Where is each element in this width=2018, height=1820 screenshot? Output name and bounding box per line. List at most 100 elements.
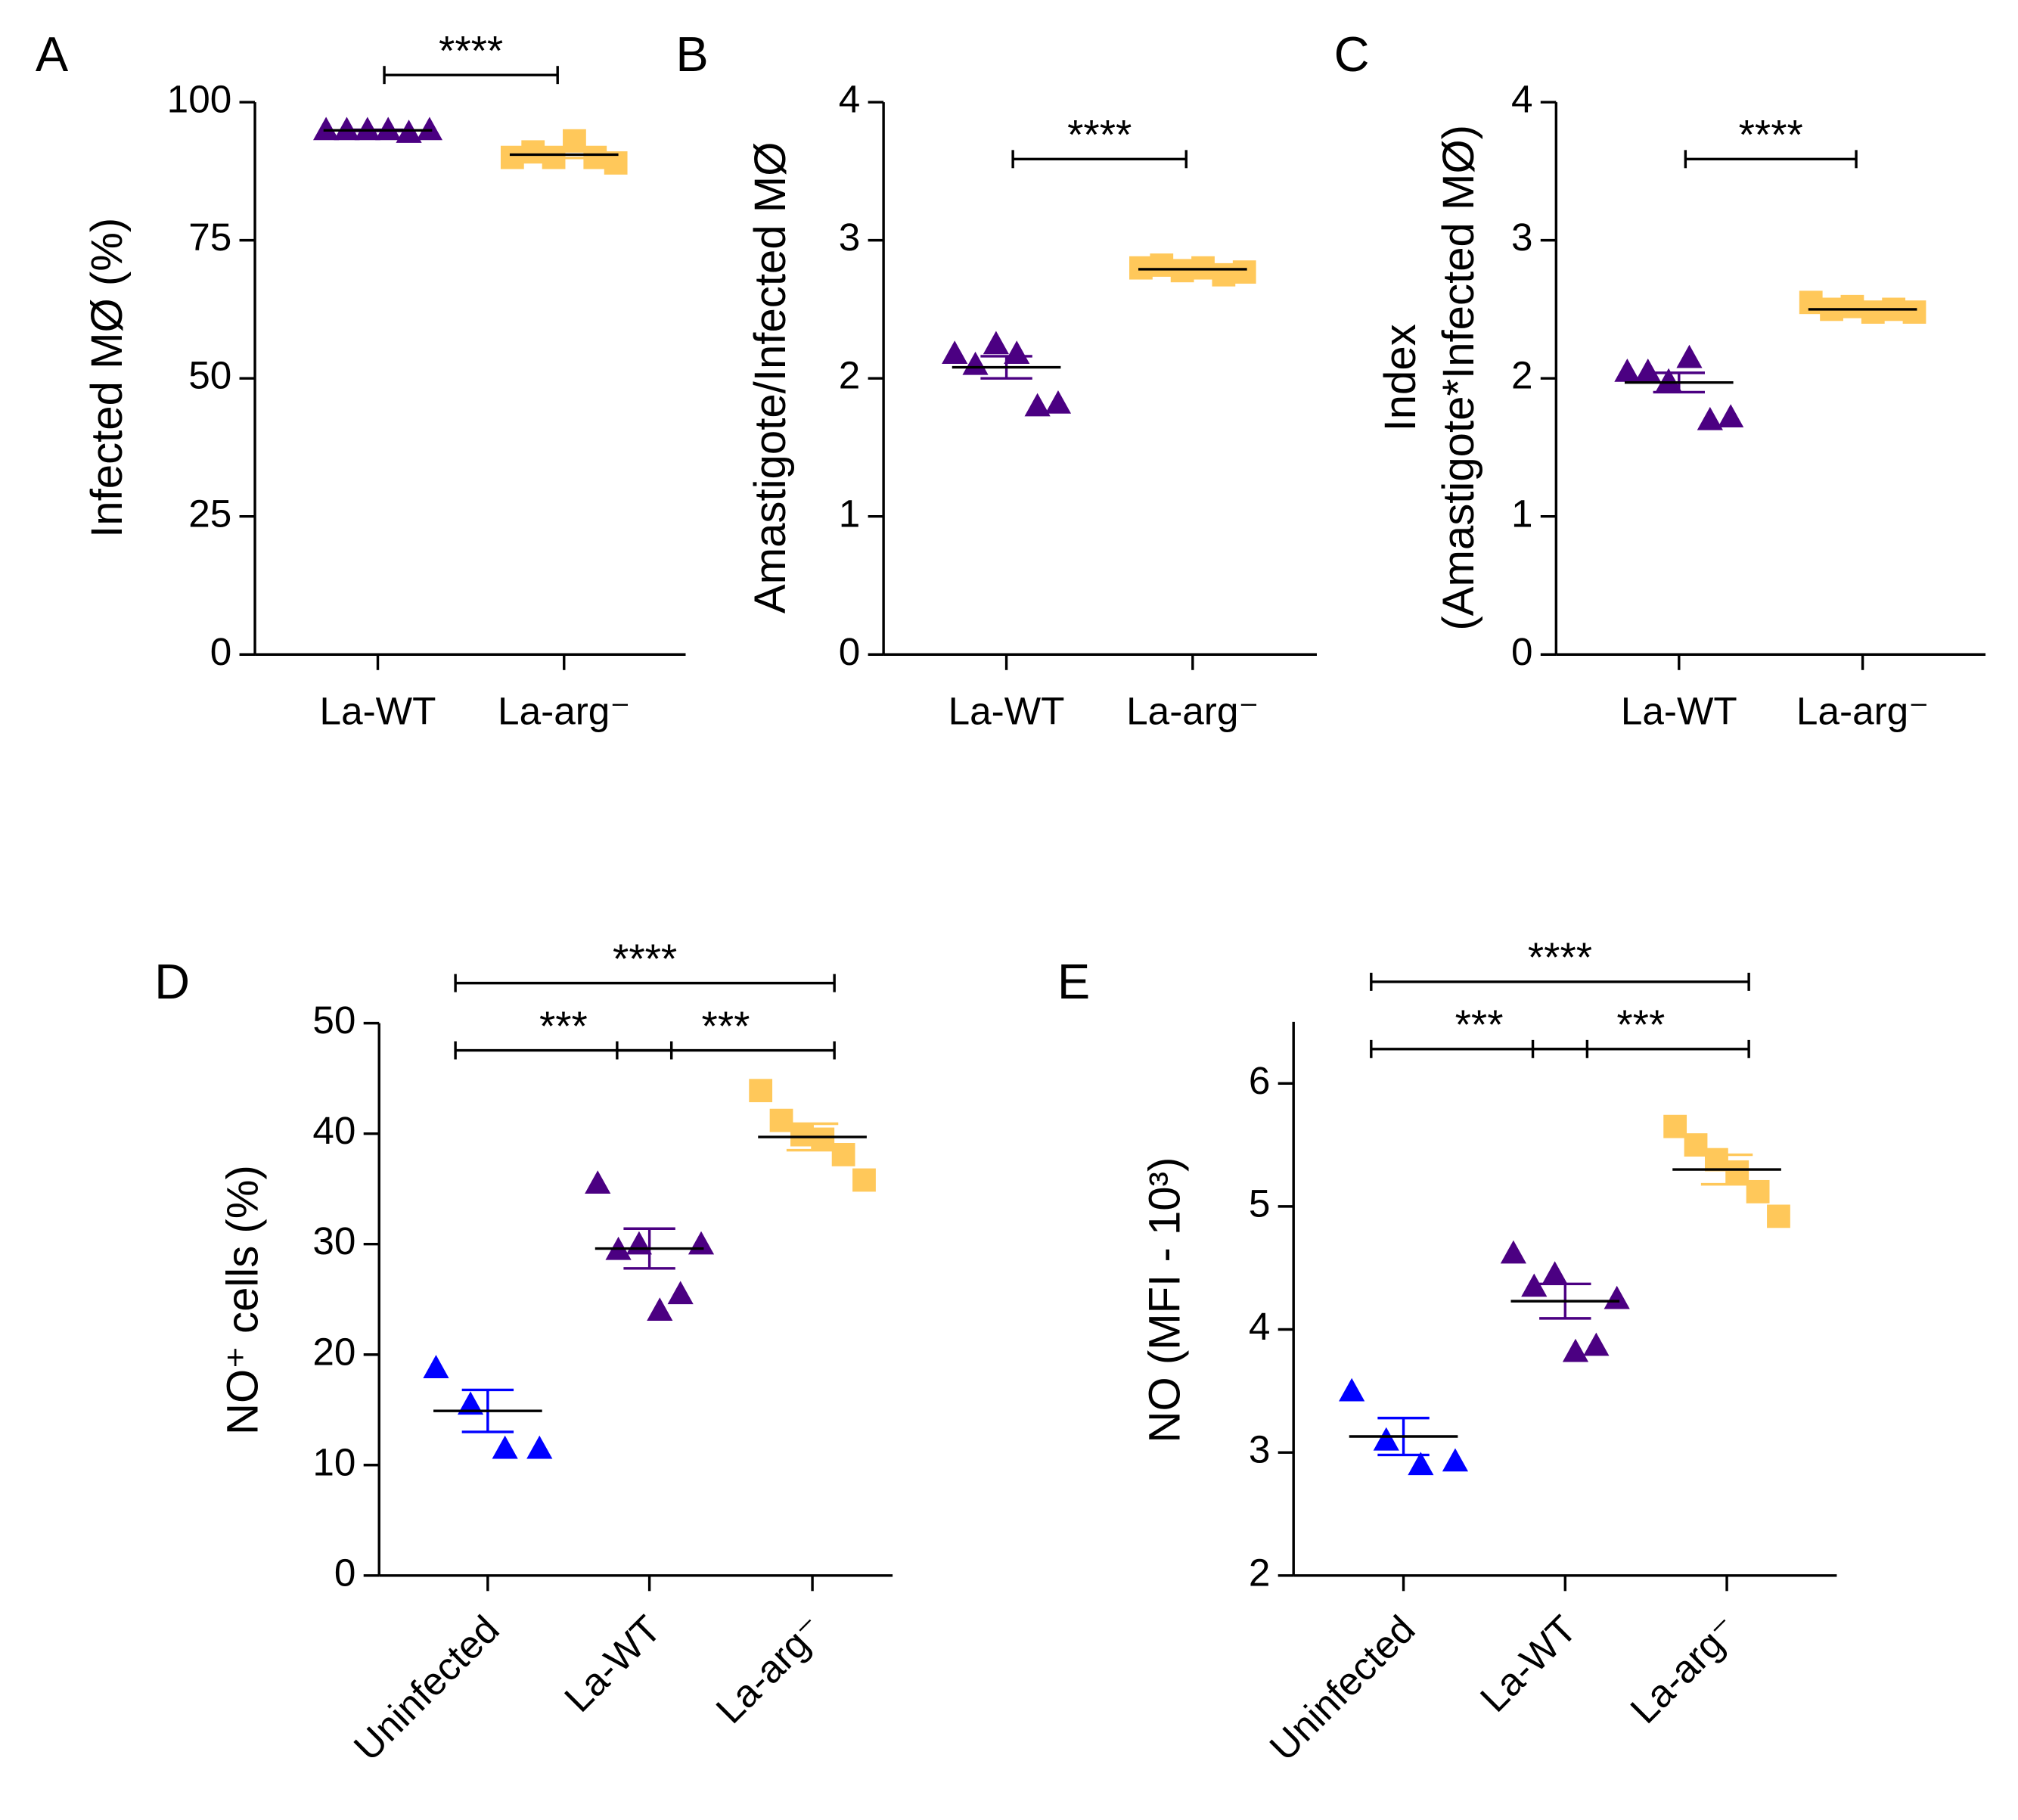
- x-tick-label: Uninfected: [346, 1607, 508, 1769]
- panel-letter: E: [1057, 954, 1090, 1009]
- data-point: [457, 1391, 484, 1415]
- data-point: [667, 1281, 694, 1305]
- x-tick-label: La-arg⁻: [708, 1607, 832, 1731]
- data-point: [1697, 406, 1723, 430]
- y-tick-label: 2: [839, 354, 861, 397]
- significance-label: ***: [1455, 1001, 1504, 1048]
- x-tick-label: La-WT: [556, 1607, 669, 1720]
- x-tick-label: La-WT: [1621, 689, 1737, 732]
- significance-label: ***: [539, 1002, 588, 1049]
- x-tick-label: La-arg⁻: [1796, 689, 1929, 732]
- y-tick-label: 30: [312, 1219, 355, 1263]
- data-point: [1583, 1332, 1610, 1356]
- data-point: [1408, 1452, 1434, 1476]
- data-point: [1676, 344, 1703, 368]
- data-point: [1767, 1204, 1790, 1228]
- significance-label: ****: [439, 27, 503, 74]
- x-tick-label: La-WT: [320, 689, 436, 732]
- data-point: [1004, 340, 1030, 365]
- data-point: [1442, 1448, 1469, 1472]
- data-point: [790, 1123, 814, 1147]
- data-point: [585, 1170, 611, 1194]
- data-point: [1129, 256, 1153, 280]
- data-point: [1541, 1261, 1568, 1285]
- data-point: [1635, 358, 1661, 382]
- data-point: [416, 116, 443, 141]
- x-tick-label: La-arg⁻: [1126, 689, 1259, 732]
- data-point: [1604, 1285, 1630, 1309]
- data-point: [500, 145, 524, 169]
- y-tick-label: 6: [1249, 1059, 1271, 1102]
- y-tick-label: 50: [312, 999, 355, 1042]
- panel-letter: B: [675, 26, 708, 82]
- y-tick-label: 2: [1249, 1551, 1271, 1594]
- y-tick-label: 40: [312, 1109, 355, 1152]
- data-point: [1150, 253, 1174, 277]
- data-point: [1902, 300, 1926, 324]
- data-point: [983, 331, 1009, 355]
- y-tick-label: 4: [1511, 78, 1533, 121]
- data-point: [1663, 1114, 1687, 1138]
- data-point: [831, 1143, 855, 1166]
- data-point: [563, 129, 586, 153]
- data-point: [1704, 1148, 1728, 1172]
- y-tick-label: 1: [839, 492, 861, 535]
- data-point: [1861, 300, 1885, 324]
- x-tick-label: Uninfected: [1262, 1607, 1423, 1769]
- y-tick-label: 20: [312, 1330, 355, 1373]
- data-point: [423, 1355, 449, 1378]
- panel-letter: C: [1334, 26, 1370, 82]
- y-tick-label: 10: [312, 1440, 355, 1483]
- data-point: [1840, 294, 1864, 318]
- data-point: [811, 1127, 835, 1151]
- y-tick-label: 50: [188, 354, 231, 397]
- x-tick-label: La-arg⁻: [498, 689, 630, 732]
- y-axis-label: Amastigote/Infected MØ: [746, 142, 795, 614]
- significance-label: ***: [702, 1002, 750, 1049]
- y-tick-label: 0: [334, 1551, 356, 1594]
- y-tick-label: 3: [1249, 1428, 1271, 1471]
- y-tick-label: 0: [210, 630, 232, 673]
- y-tick-label: 2: [1511, 354, 1533, 397]
- data-point: [852, 1168, 876, 1192]
- y-axis-label: Index: [1376, 324, 1425, 431]
- y-tick-label: 3: [1511, 216, 1533, 259]
- y-tick-label: 1: [1511, 492, 1533, 535]
- data-point: [1232, 260, 1256, 284]
- data-point: [1373, 1427, 1399, 1451]
- x-tick-label: La-arg⁻: [1622, 1607, 1746, 1731]
- data-point: [962, 351, 989, 375]
- data-point: [1718, 404, 1744, 427]
- x-tick-label: La-WT: [948, 689, 1065, 732]
- data-point: [526, 1435, 553, 1459]
- data-point: [1339, 1377, 1365, 1402]
- y-tick-label: 75: [188, 216, 231, 259]
- y-tick-label: 4: [1249, 1305, 1271, 1348]
- data-point: [334, 116, 360, 141]
- data-point: [1045, 390, 1072, 414]
- y-tick-label: 100: [167, 78, 232, 121]
- data-point: [1656, 368, 1682, 392]
- data-point: [1521, 1273, 1548, 1297]
- data-point: [1614, 358, 1641, 382]
- data-point: [749, 1079, 773, 1103]
- x-tick-label: La-WT: [1472, 1607, 1585, 1720]
- y-axis-label: NO (MFI - 10³): [1141, 1157, 1190, 1443]
- y-axis-label: NO⁺ cells (%): [218, 1165, 267, 1435]
- data-point: [942, 340, 968, 365]
- y-tick-label: 5: [1249, 1182, 1271, 1225]
- data-point: [769, 1108, 793, 1132]
- y-tick-label: 0: [839, 630, 861, 673]
- panel-letter: D: [154, 954, 190, 1009]
- data-point: [1684, 1133, 1708, 1157]
- y-axis-label: Infected MØ (%): [82, 218, 132, 538]
- significance-label: ****: [1067, 111, 1132, 158]
- significance-label: ***: [1616, 1001, 1665, 1048]
- data-point: [647, 1297, 673, 1322]
- data-point: [688, 1231, 715, 1255]
- panel-letter: A: [36, 26, 69, 82]
- data-point: [313, 116, 340, 141]
- data-point: [492, 1435, 518, 1459]
